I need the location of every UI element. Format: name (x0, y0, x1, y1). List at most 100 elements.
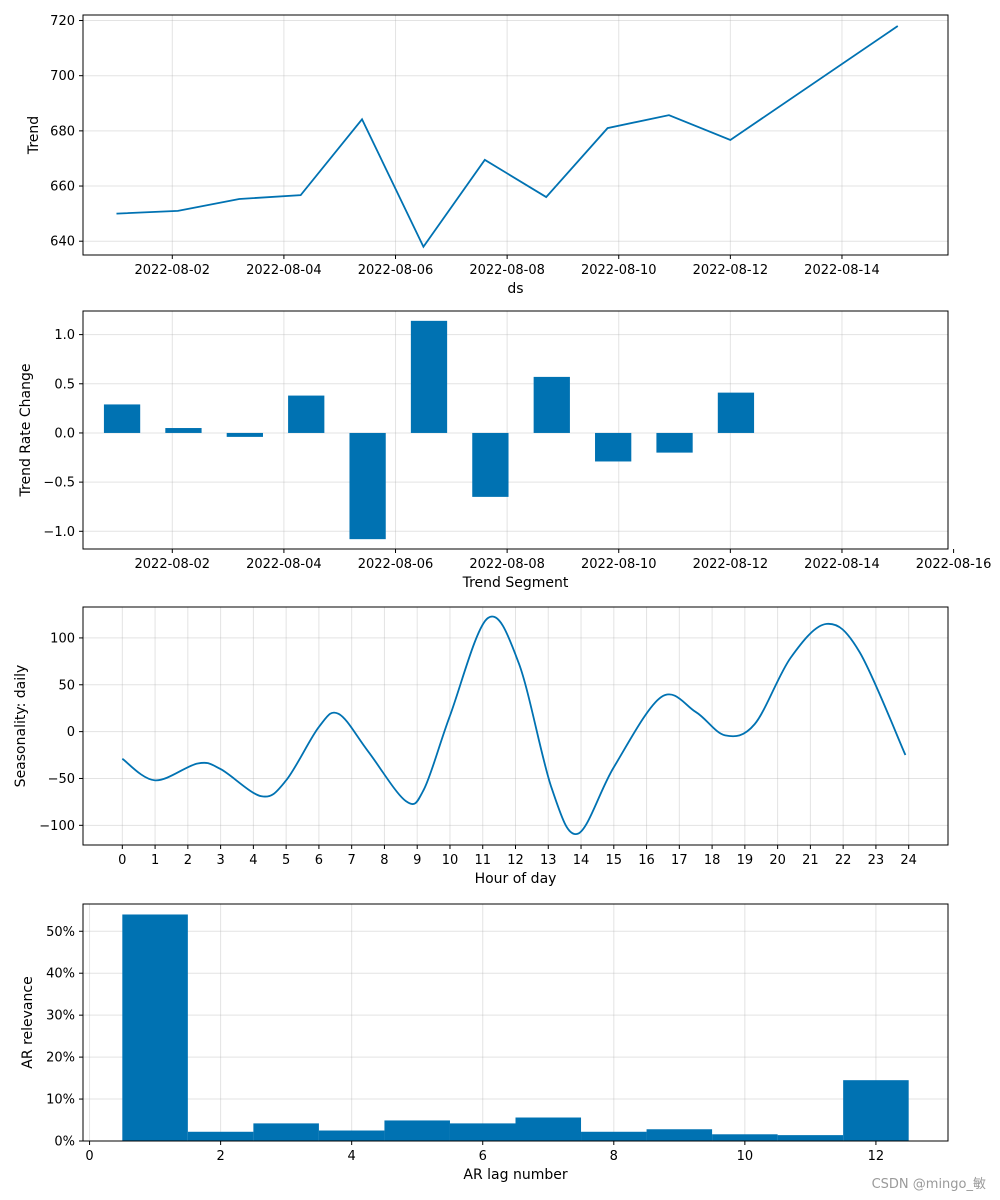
x-tick-label: 2022-08-02 (135, 557, 211, 572)
y-tick-label: 660 (50, 180, 75, 195)
y-tick-label: 30% (46, 1009, 75, 1024)
y-tick-label: 0.5 (54, 377, 75, 392)
y-tick-label: 0.0 (54, 426, 75, 441)
ar-relevance-bar (515, 1117, 582, 1141)
y-axis-label: Trend (26, 116, 42, 155)
panel-ar-relevance: 0 2 4 6 8 10 12 0% 10% 20% 30% 40% 50% AR lag number A… (20, 903, 949, 1183)
y-tick-label: 50 (58, 678, 75, 693)
y-axis-label: Trend Rate Change (18, 364, 34, 498)
x-tick-label: 9 (413, 853, 421, 868)
trend-rate-change-bar (103, 404, 141, 433)
x-tick-label: 15 (606, 853, 623, 868)
trend-rate-change-bar (226, 432, 263, 437)
ar-relevance-bar (253, 1123, 319, 1141)
x-tick-label: 2 (184, 853, 192, 868)
trend-rate-change-bar (410, 320, 448, 433)
trend-rate-change-bar (165, 428, 202, 433)
x-tick-label: 5 (282, 853, 290, 868)
x-tick-label: 2022-08-06 (358, 263, 434, 278)
x-tick-label: 2022-08-10 (581, 263, 657, 278)
x-tick-label: 12 (507, 853, 524, 868)
x-tick-label: 2 (216, 1149, 224, 1164)
y-tick-label: 40% (46, 967, 75, 982)
y-tick-label: −100 (39, 819, 75, 834)
x-tick-label: 12 (868, 1149, 885, 1164)
x-tick-label: 0 (118, 853, 126, 868)
ar-relevance-bar (187, 1131, 254, 1141)
x-tick-label: 7 (348, 853, 356, 868)
x-tick-label: 21 (802, 853, 819, 868)
x-tick-label: 2022-08-14 (804, 263, 880, 278)
ar-relevance-bar (449, 1123, 516, 1141)
trend-rate-change-bar (595, 432, 632, 462)
x-axis-label: AR lag number (463, 1167, 567, 1183)
y-tick-label: 0 (67, 725, 75, 740)
x-tick-label: 6 (315, 853, 323, 868)
x-tick-label: 2022-08-04 (246, 557, 322, 572)
ar-relevance-bar (318, 1130, 385, 1141)
x-tick-label: 14 (573, 853, 590, 868)
trend-line (116, 25, 899, 249)
x-tick-label: 2022-08-16 (916, 557, 992, 572)
y-tick-label: 20% (46, 1051, 75, 1066)
y-tick-label: 720 (50, 14, 75, 29)
trend-rate-change-bar (533, 376, 570, 433)
x-tick-label: 2022-08-14 (804, 557, 880, 572)
ar-relevance-bar (712, 1134, 778, 1141)
x-tick-label: 2022-08-06 (358, 557, 434, 572)
y-tick-label: 10% (46, 1093, 75, 1108)
x-tick-label: 0 (85, 1149, 93, 1164)
axes-frame (82, 310, 949, 550)
x-tick-label: 3 (216, 853, 224, 868)
y-tick-label: 700 (50, 69, 75, 84)
y-tick-label: −1.0 (43, 525, 75, 540)
axes-frame (82, 903, 949, 1142)
y-tick-label: 50% (46, 925, 75, 940)
x-tick-label: 6 (479, 1149, 487, 1164)
x-tick-label: 2022-08-08 (469, 557, 545, 572)
x-tick-label: 4 (348, 1149, 356, 1164)
x-tick-label: 2022-08-12 (693, 263, 769, 278)
y-axis-label: Seasonality: daily (13, 665, 29, 788)
x-tick-label: 23 (868, 853, 885, 868)
ar-relevance-bar (777, 1135, 844, 1141)
x-tick-label: 24 (900, 853, 917, 868)
x-tick-label: 4 (249, 853, 257, 868)
x-tick-label: 22 (835, 853, 852, 868)
x-axis-label: Trend Segment (462, 575, 569, 591)
y-tick-label: 640 (50, 235, 75, 250)
axes-frame (82, 14, 949, 256)
x-tick-label: 8 (610, 1149, 618, 1164)
ar-relevance-bar (843, 1080, 909, 1141)
y-tick-label: −50 (48, 772, 75, 787)
ar-relevance-bar (646, 1129, 713, 1141)
x-tick-label: 10 (442, 853, 459, 868)
y-tick-label: 680 (50, 124, 75, 139)
x-tick-label: 16 (638, 853, 655, 868)
x-tick-label: 8 (380, 853, 388, 868)
x-tick-label: 2022-08-02 (135, 263, 211, 278)
y-tick-label: 100 (50, 631, 75, 646)
x-tick-label: 13 (540, 853, 557, 868)
y-axis-label: AR relevance (20, 976, 36, 1068)
panel-trend: 2022-08-02 2022-08-04 2022-08-06 2022-08-08… (26, 14, 949, 297)
y-tick-label: 0% (54, 1135, 75, 1150)
watermark: CSDN @mingo_敏 (871, 1177, 986, 1192)
trend-rate-change-bar (472, 432, 509, 497)
x-tick-label: 18 (704, 853, 721, 868)
panel-seasonality-daily: 0 1 2 3 4 5 6 7 8 9 10 11 12 13 14 15 16 17 18 19 20 21 22 23 24… (13, 606, 949, 887)
x-tick-label: 2022-08-12 (693, 557, 769, 572)
x-tick-label: 11 (474, 853, 491, 868)
x-tick-label: 2022-08-04 (246, 263, 322, 278)
trend-rate-change-bar (717, 392, 755, 433)
y-tick-label: 1.0 (54, 328, 75, 343)
trend-rate-change-bar (349, 432, 386, 540)
x-tick-label: 19 (737, 853, 754, 868)
panel-trend-rate-change: 2022-08-02 2022-08-04 2022-08-06 2022-08-08… (18, 310, 992, 591)
trend-rate-change-bar (656, 432, 693, 453)
x-tick-label: 2022-08-10 (581, 557, 657, 572)
trend-rate-change-bar (288, 395, 325, 433)
ar-relevance-bar (122, 914, 188, 1141)
x-tick-label: 10 (737, 1149, 754, 1164)
